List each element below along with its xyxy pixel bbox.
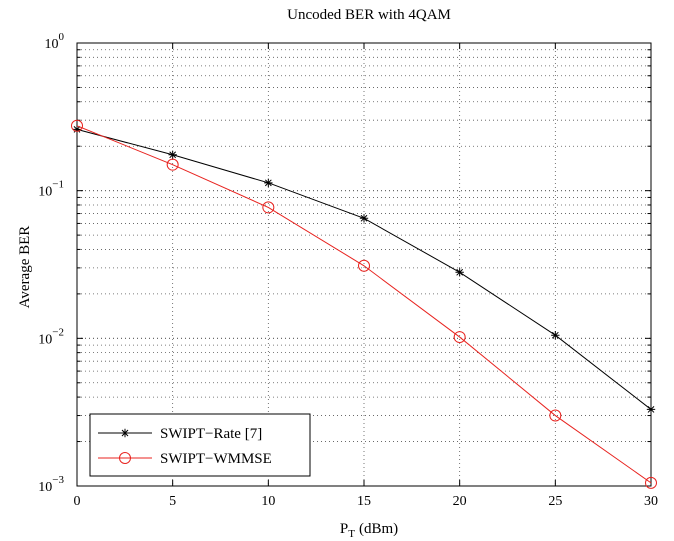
data-point-circle	[358, 259, 370, 272]
grid	[77, 43, 651, 486]
y-axis-label: Average BER	[17, 226, 33, 309]
x-axis-label-sub: T	[348, 528, 355, 540]
data-point-asterisk	[359, 214, 369, 223]
plot-area	[77, 43, 651, 486]
x-tick-label: 30	[644, 494, 658, 509]
legend-label: SWIPT−Rate [7]	[160, 426, 262, 442]
legend-box	[89, 413, 311, 477]
series-2	[71, 119, 657, 489]
x-tick-label: 25	[548, 494, 562, 509]
legend-marker-circle	[119, 452, 131, 464]
data-point-circle	[549, 409, 562, 422]
x-axis-label: PT (dBm)	[340, 521, 398, 540]
data-point-circle	[453, 331, 466, 344]
x-tick-label: 15	[357, 494, 371, 509]
y-tick-label: 100	[45, 31, 65, 52]
x-axis-label-main: P	[340, 521, 348, 537]
series-layer	[71, 119, 657, 489]
legend: SWIPT−Rate [7] SWIPT−WMMSE	[89, 413, 311, 477]
plot-frame	[76, 42, 652, 487]
y-tick-label: 10−2	[38, 326, 64, 347]
data-point-circle	[645, 476, 657, 489]
legend-entry: SWIPT−Rate [7]	[98, 426, 262, 442]
axes: 0 5 10 15 20 25 30 100 10−1 10−2 10−3	[38, 31, 658, 509]
data-point-asterisk	[264, 178, 273, 188]
x-tick-label: 10	[261, 494, 275, 509]
x-axis-label-unit: (dBm)	[359, 521, 398, 537]
data-point-circle	[262, 201, 275, 214]
series-line	[76, 125, 652, 484]
data-point-circle	[71, 119, 83, 132]
y-tick-label: 10−3	[38, 474, 64, 495]
data-point-asterisk	[551, 331, 560, 340]
legend-marker-asterisk	[120, 428, 130, 438]
data-point-asterisk	[72, 125, 82, 134]
data-point-asterisk	[168, 150, 177, 159]
x-tick-label: 5	[169, 494, 176, 509]
legend-label: SWIPT−WMMSE	[160, 451, 272, 467]
y-tick-label: 10−1	[38, 179, 64, 200]
series-1	[72, 125, 656, 414]
chart-title: Uncoded BER with 4QAM	[287, 7, 451, 23]
x-tick-label: 20	[453, 494, 467, 509]
legend-entry: SWIPT−WMMSE	[98, 451, 272, 467]
data-point-circle	[166, 158, 179, 171]
data-point-asterisk	[646, 405, 656, 414]
x-tick-label: 0	[74, 494, 81, 509]
data-point-asterisk	[455, 268, 464, 277]
